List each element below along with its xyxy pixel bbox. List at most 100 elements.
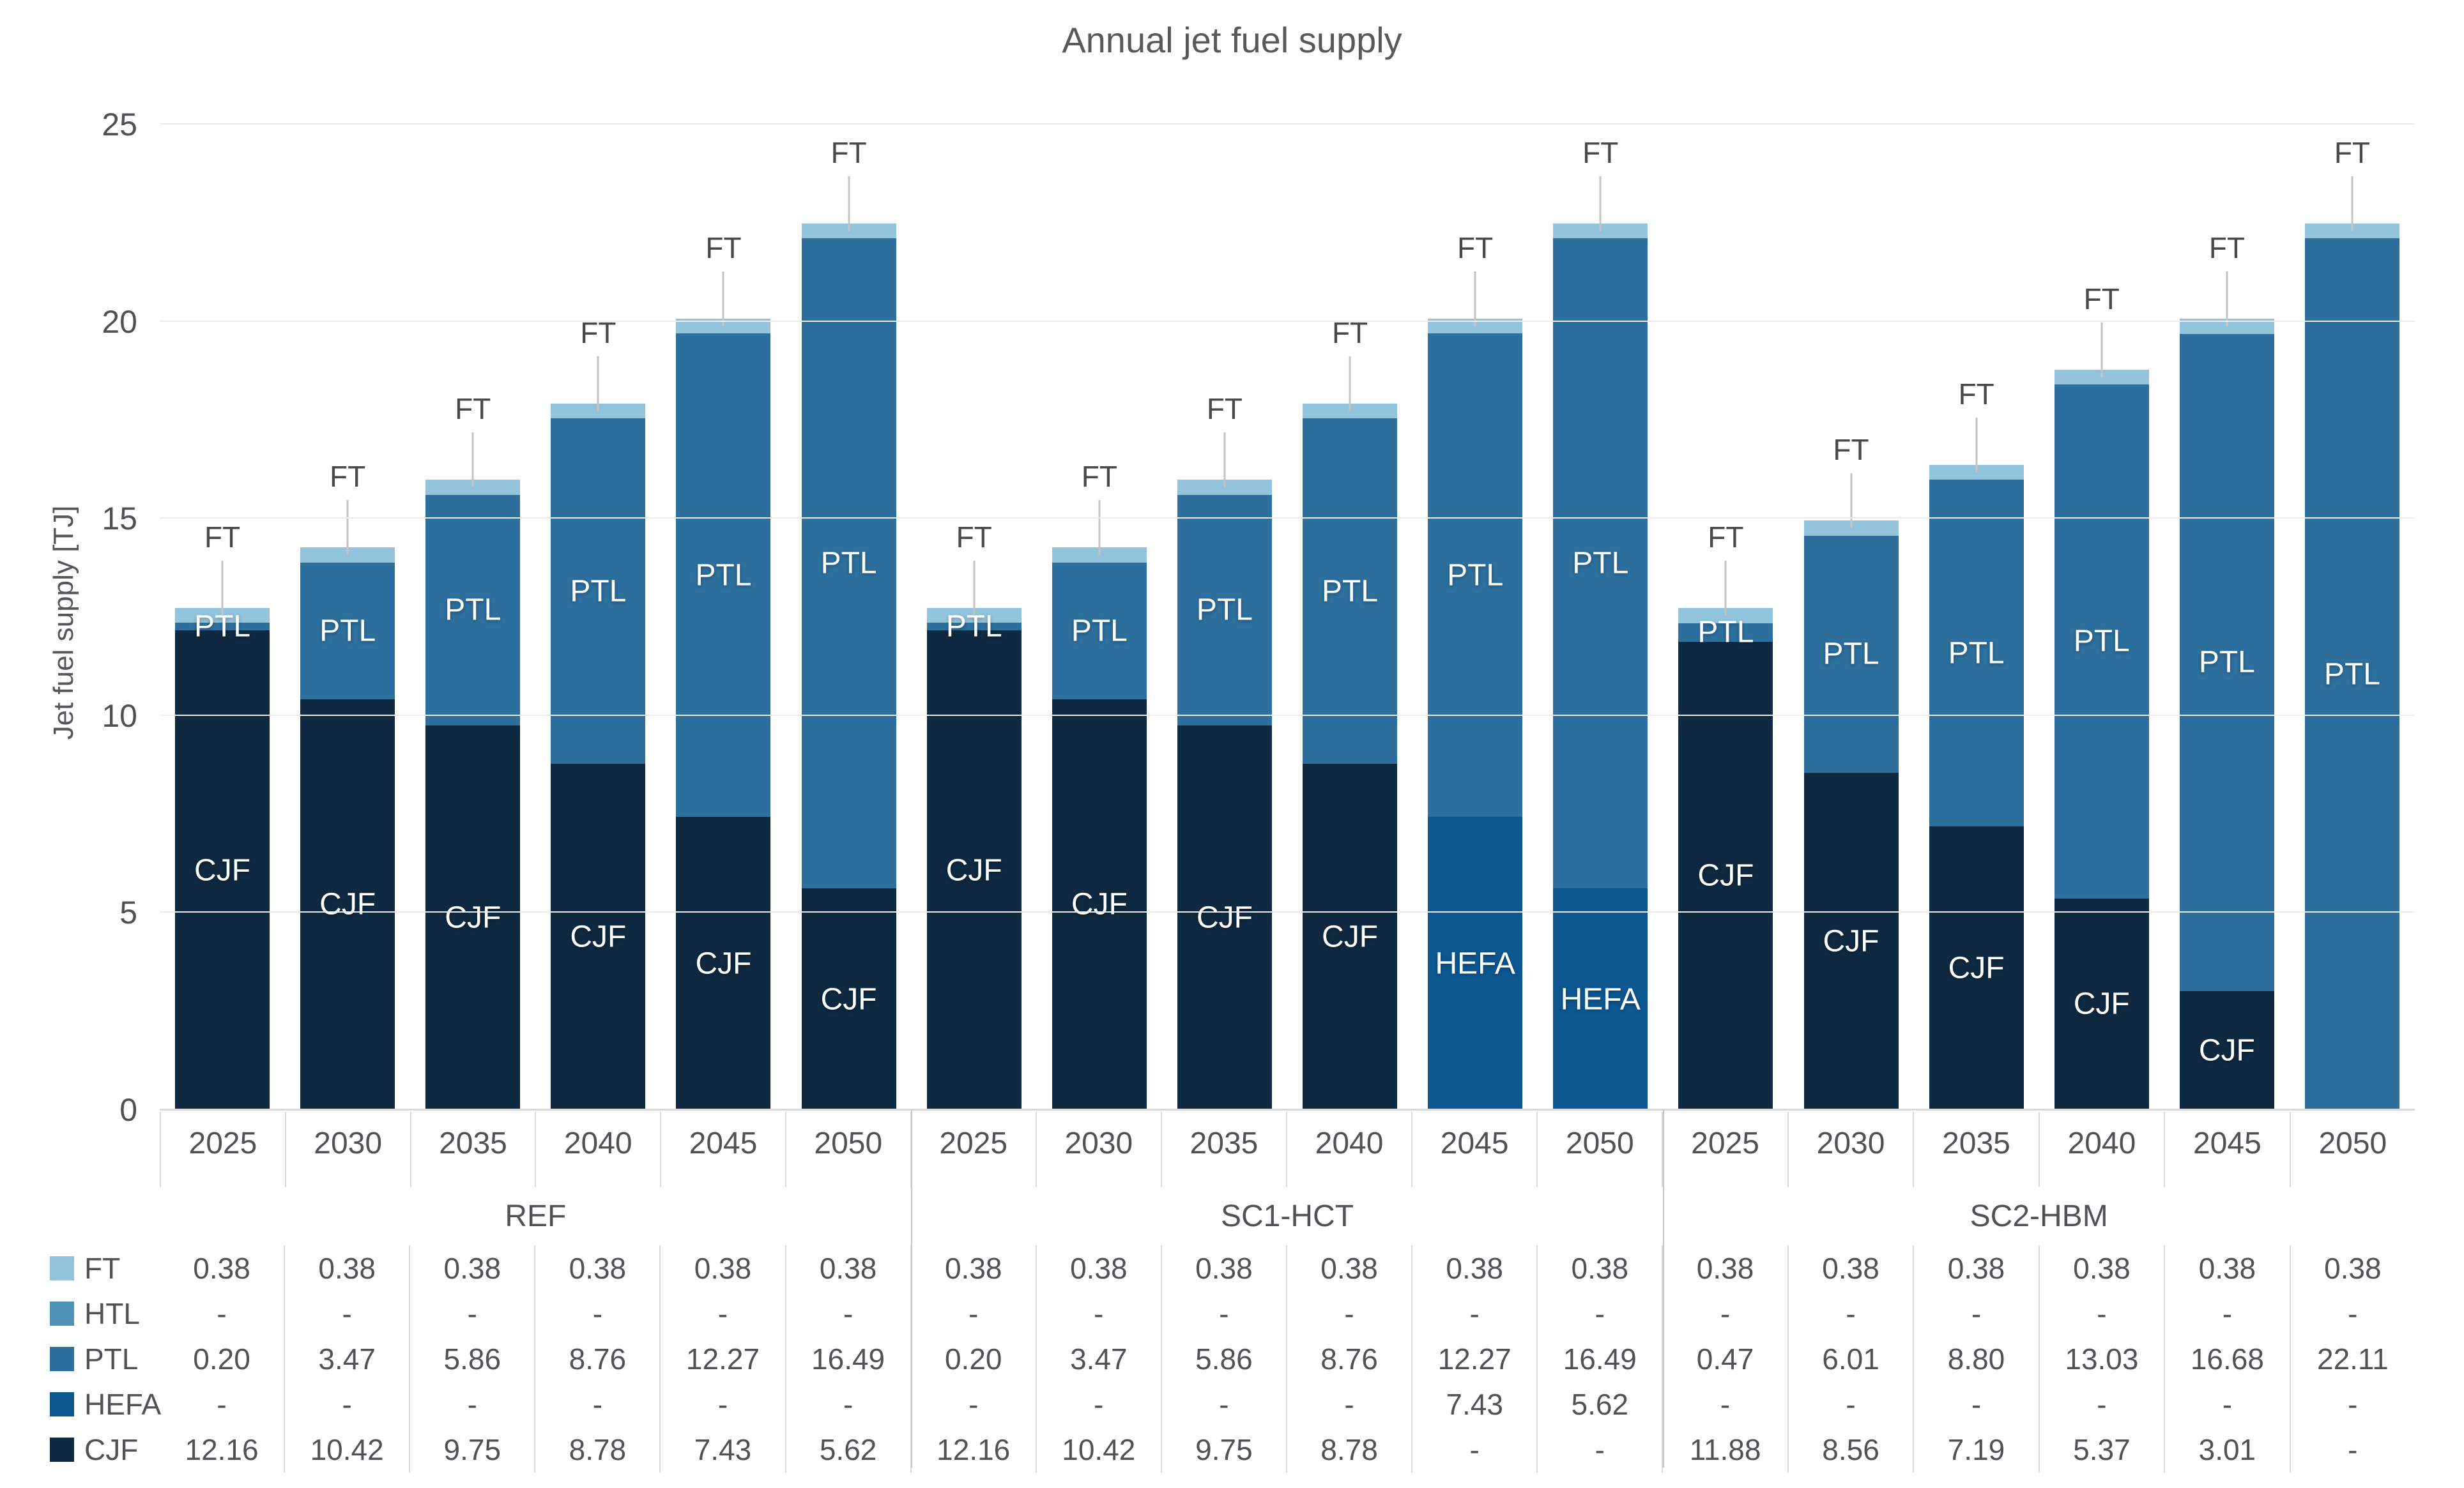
segment-label-PTL: PTL — [570, 574, 627, 609]
table-cell-PTL: 16.68 — [2190, 1342, 2264, 1376]
bar-REF-2040: PTL CJF — [551, 403, 646, 1110]
legend-item-CJF: CJF — [50, 1427, 160, 1473]
table-cell-PTL: 12.27 — [685, 1342, 760, 1376]
ft-label: FT — [705, 231, 742, 264]
table-cell-CJF: - — [1595, 1433, 1605, 1467]
ft-leader-line — [973, 560, 976, 616]
y-tick-label: 10 — [102, 697, 137, 734]
segment-label-CJF: CJF — [445, 900, 501, 935]
table-column-REF-2045: 0.38 - 12.27 - 7.43 — [661, 1245, 786, 1473]
segment-PTL: PTL — [2179, 333, 2274, 992]
table-cell-HEFA: - — [1219, 1388, 1229, 1422]
table-cell-PTL: 22.11 — [2316, 1342, 2389, 1376]
xaxis-group-REF: 2025 2030 2035 2040 2045 2050 — [160, 1112, 912, 1187]
ft-leader-line — [471, 432, 474, 488]
segment-label-PTL: PTL — [1447, 558, 1504, 593]
table-column-REF-2040: 0.38 - 8.76 - 8.78 — [535, 1245, 661, 1473]
bar-REF-2025: PTL CJF — [175, 607, 270, 1110]
segment-label-PTL: PTL — [2073, 624, 2130, 658]
bar-groups-row: PTL CJF FT PTL CJF FT PTL CJF FT PTL CJF FT PTL CJF FT… — [160, 125, 2415, 1110]
bar-slot-SC1-HCT-2025: PTL CJF FT — [912, 125, 1037, 1110]
table-cell-HEFA: - — [2348, 1388, 2358, 1422]
year-label: 2030 — [286, 1112, 411, 1187]
bar-slot-SC1-HCT-2045: PTL HEFA FT — [1412, 125, 1538, 1110]
segment-PTL: PTL — [676, 333, 771, 817]
table-cell-HTL: - — [1344, 1296, 1354, 1330]
table-cell-FT: 0.38 — [1822, 1251, 1879, 1285]
segment-label-PTL: PTL — [319, 614, 376, 648]
y-tick-label: 25 — [102, 107, 137, 142]
table-cell-HTL: - — [2097, 1296, 2107, 1330]
chart-group-REF: PTL CJF FT PTL CJF FT PTL CJF FT PTL CJF FT PTL CJF FT… — [160, 125, 912, 1110]
year-label: 2050 — [786, 1112, 912, 1187]
table-cell-HEFA: - — [717, 1388, 728, 1422]
year-label: 2035 — [1162, 1112, 1287, 1187]
chart-group-SC1-HCT: PTL CJF FT PTL CJF FT PTL CJF FT PTL CJF FT PTL HEFA F… — [912, 125, 1664, 1110]
gridline-y-10 — [160, 714, 2415, 716]
group-label-sc2-hbm: SC2-HBM — [1970, 1199, 2108, 1233]
table-cell-PTL: 0.20 — [193, 1342, 250, 1376]
bar-slot-SC1-HCT-2030: PTL CJF FT — [1037, 125, 1162, 1110]
table-column-REF-2035: 0.38 - 5.86 - 9.75 — [410, 1245, 536, 1473]
table-cell-FT: 0.38 — [1947, 1251, 2005, 1285]
table-cell-PTL: 6.01 — [1822, 1342, 1879, 1376]
table-cell-PTL: 3.47 — [1070, 1342, 1128, 1376]
table-cell-CJF: 10.42 — [310, 1433, 384, 1467]
table-cell-CJF: 9.75 — [443, 1433, 501, 1467]
table-cell-FT: 0.38 — [819, 1251, 877, 1285]
table-cell-PTL: 3.47 — [318, 1342, 376, 1376]
table-cell-CJF: 5.62 — [819, 1433, 877, 1467]
table-cell-FT: 0.38 — [2324, 1251, 2382, 1285]
segment-label-CJF: CJF — [945, 853, 1002, 888]
bar-slot-SC2-HBM-2035: PTL CJF FT — [1914, 125, 2039, 1110]
table-cell-FT: 0.38 — [1070, 1251, 1128, 1285]
segment-PTL: PTL — [926, 610, 1022, 644]
ft-label: FT — [830, 135, 867, 169]
ft-label: FT — [1582, 135, 1619, 169]
segment-PTL: PTL — [2304, 238, 2399, 1110]
ft-label: FT — [455, 392, 491, 426]
bar-SC1-HCT-2045: PTL HEFA — [1428, 318, 1523, 1110]
table-cell-HEFA: - — [843, 1388, 853, 1422]
segment-label-PTL: PTL — [695, 558, 752, 593]
segment-label-PTL: PTL — [445, 593, 501, 627]
segment-PTL: PTL — [551, 418, 646, 764]
table-cell-HTL: - — [1219, 1296, 1229, 1330]
ft-leader-line — [2226, 271, 2228, 327]
segment-PTL: PTL — [801, 238, 896, 889]
segment-label-CJF: CJF — [1322, 920, 1379, 954]
bar-SC1-HCT-2030: PTL CJF — [1052, 547, 1147, 1110]
ft-label: FT — [1081, 460, 1117, 494]
ft-leader-line — [1098, 500, 1101, 556]
ft-label: FT — [2083, 282, 2120, 315]
ft-label: FT — [1206, 392, 1243, 426]
table-cell-HTL: - — [968, 1296, 979, 1330]
scenario-group-labels: REF SC1-HCT SC2-HBM — [160, 1187, 2415, 1245]
table-cell-HTL: - — [217, 1296, 227, 1330]
year-label: 2025 — [160, 1112, 286, 1187]
segment-label-CJF: CJF — [1071, 887, 1128, 922]
year-label: 2045 — [661, 1112, 786, 1187]
segment-CJF: CJF — [175, 630, 270, 1110]
segment-PTL: PTL — [1052, 562, 1147, 699]
gridline-y-25 — [160, 123, 2415, 125]
table-group-SC2-HBM: 0.38 - 0.47 - 11.88 0.38 - 6.01 - 8.56 0.38 - 8.80 - 7… — [1663, 1245, 2415, 1473]
legend-swatch-icon-CJF — [50, 1438, 74, 1462]
segment-label-PTL: PTL — [1572, 546, 1629, 581]
ft-label: FT — [956, 520, 992, 554]
table-column-SC2-HBM-2030: 0.38 - 6.01 - 8.56 — [1789, 1245, 1915, 1473]
table-column-SC1-HCT-2040: 0.38 - 8.76 - 8.78 — [1287, 1245, 1413, 1473]
bar-slot-REF-2025: PTL CJF FT — [160, 125, 285, 1110]
legend-label: PTL — [84, 1342, 139, 1376]
table-cell-FT: 0.38 — [2073, 1251, 2131, 1285]
ft-label: FT — [2334, 135, 2371, 169]
table-column-SC2-HBM-2025: 0.38 - 0.47 - 11.88 — [1663, 1245, 1789, 1473]
table-cell-HTL: - — [1595, 1296, 1605, 1330]
table-cell-PTL: 13.03 — [2065, 1342, 2139, 1376]
table-column-SC1-HCT-2030: 0.38 - 3.47 - 10.42 — [1037, 1245, 1162, 1473]
segment-CJF: CJF — [300, 699, 395, 1110]
ft-label: FT — [1833, 433, 1869, 467]
year-label: 2040 — [1287, 1112, 1413, 1187]
table-column-SC2-HBM-2040: 0.38 - 13.03 - 5.37 — [2040, 1245, 2166, 1473]
x-axis-year-labels: 2025 2030 2035 2040 2045 2050 2025 2030 2035 2040… — [160, 1112, 2415, 1187]
